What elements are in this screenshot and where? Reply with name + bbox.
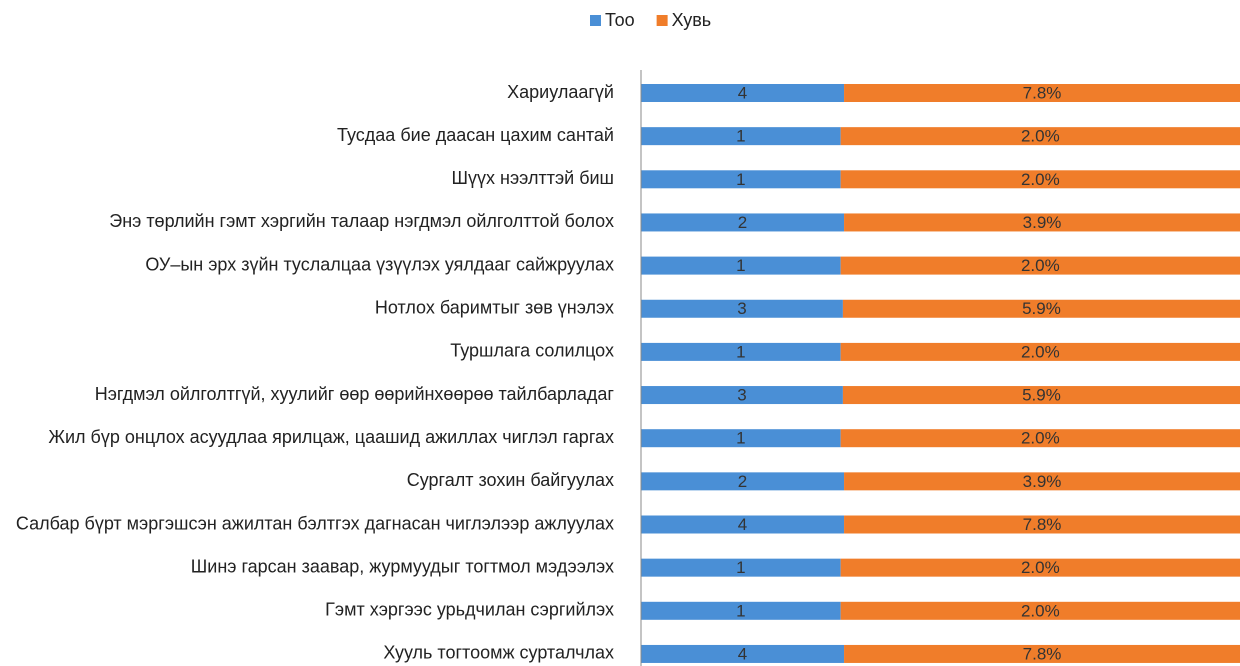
category-label: Шүүх нээлттэй биш [452, 168, 614, 188]
value-label: 7.8% [1023, 644, 1062, 663]
category-label: ОУ–ын эрх зүйн туслалцаа үзүүлэх уялдааг… [145, 254, 614, 274]
value-label: 7.8% [1023, 83, 1062, 102]
bar-segment [641, 299, 843, 318]
value-label: 2.0% [1021, 256, 1060, 275]
bar-segment [641, 342, 841, 361]
category-label: Салбар бүрт мэргэшсэн ажилтан бэлтгэх да… [16, 513, 614, 533]
bar-segment [844, 213, 1240, 232]
bar-segment [641, 170, 841, 189]
category-label: Хууль тогтоомж сурталчлах [383, 643, 614, 663]
bar-segment [844, 644, 1240, 663]
legend-swatch [656, 15, 668, 26]
value-label: 5.9% [1022, 386, 1061, 405]
bar-segment [641, 386, 843, 405]
value-label: 2.0% [1021, 342, 1060, 361]
value-label: 3 [737, 299, 746, 318]
value-label: 1 [736, 127, 745, 146]
bar-segment [641, 127, 841, 146]
legend-swatch [590, 15, 601, 26]
value-label: 1 [736, 170, 745, 189]
category-label: Сургалт зохин байгуулах [407, 470, 614, 490]
bar-segment [641, 558, 841, 577]
bar-segment [641, 472, 845, 491]
legend-label: Хувь [672, 10, 712, 30]
bar-segment [840, 170, 1240, 189]
bar-segment [840, 558, 1240, 577]
value-label: 2.0% [1021, 429, 1060, 448]
category-label: Шинэ гарсан заавар, журмуудыг тогтмол мэ… [191, 556, 614, 576]
category-label: Гэмт хэргээс урьдчилан сэргийлэх [325, 600, 614, 620]
category-label: Энэ төрлийн гэмт хэргийн талаар нэгдмэл … [109, 211, 614, 231]
category-label: Нотлох баримтыг зөв үнэлэх [375, 298, 614, 318]
value-label: 2.0% [1021, 170, 1060, 189]
category-label: Туршлага солилцох [450, 341, 614, 361]
value-label: 1 [736, 256, 745, 275]
value-label: 2 [738, 472, 747, 491]
bar-segment [641, 429, 841, 448]
bar-segment [842, 386, 1240, 405]
bar-segment [844, 515, 1240, 534]
category-label: Нэгдмэл ойлголтгүй, хуулийг өөр өөрийнхө… [95, 384, 615, 404]
bar-segment [840, 429, 1240, 448]
bar-segment [840, 256, 1240, 275]
value-label: 1 [736, 342, 745, 361]
bar-segment [844, 84, 1240, 102]
value-label: 3.9% [1023, 472, 1062, 491]
value-label: 2 [738, 213, 747, 232]
bar-segment [840, 342, 1240, 361]
value-label: 1 [736, 429, 745, 448]
legend-label: Тоо [605, 10, 635, 30]
category-label: Жил бүр онцлох асуудлаа ярилцаж, цаашид … [48, 427, 614, 447]
value-label: 2.0% [1021, 127, 1060, 146]
bar-segment [641, 601, 841, 620]
value-label: 4 [738, 644, 747, 663]
category-label: Тусдаа бие даасан цахим сантай [337, 125, 614, 145]
bar-segment [842, 299, 1240, 318]
value-label: 2.0% [1021, 601, 1060, 620]
value-label: 4 [738, 83, 747, 102]
value-label: 5.9% [1022, 299, 1061, 318]
bar-segment [641, 515, 845, 534]
bar-segment [840, 601, 1240, 620]
bar-segment [641, 644, 845, 663]
value-label: 1 [736, 601, 745, 620]
bar-segment [641, 213, 845, 232]
bar-segment [641, 84, 845, 102]
bar-segment [641, 256, 841, 275]
value-label: 1 [736, 558, 745, 577]
bar-segment [840, 127, 1240, 146]
value-label: 3.9% [1023, 213, 1062, 232]
category-label: Хариулаагүй [507, 82, 614, 102]
bar-segment [844, 472, 1240, 491]
value-label: 2.0% [1021, 558, 1060, 577]
value-label: 4 [738, 515, 747, 534]
value-label: 3 [737, 386, 746, 405]
value-label: 7.8% [1023, 515, 1062, 534]
